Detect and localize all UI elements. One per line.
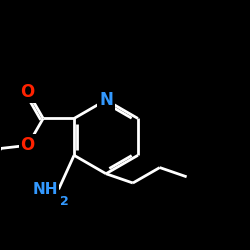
Text: O: O	[20, 136, 35, 154]
Text: NH: NH	[33, 182, 58, 197]
Text: 2: 2	[60, 195, 68, 208]
Text: O: O	[20, 82, 35, 100]
Text: N: N	[99, 91, 113, 109]
